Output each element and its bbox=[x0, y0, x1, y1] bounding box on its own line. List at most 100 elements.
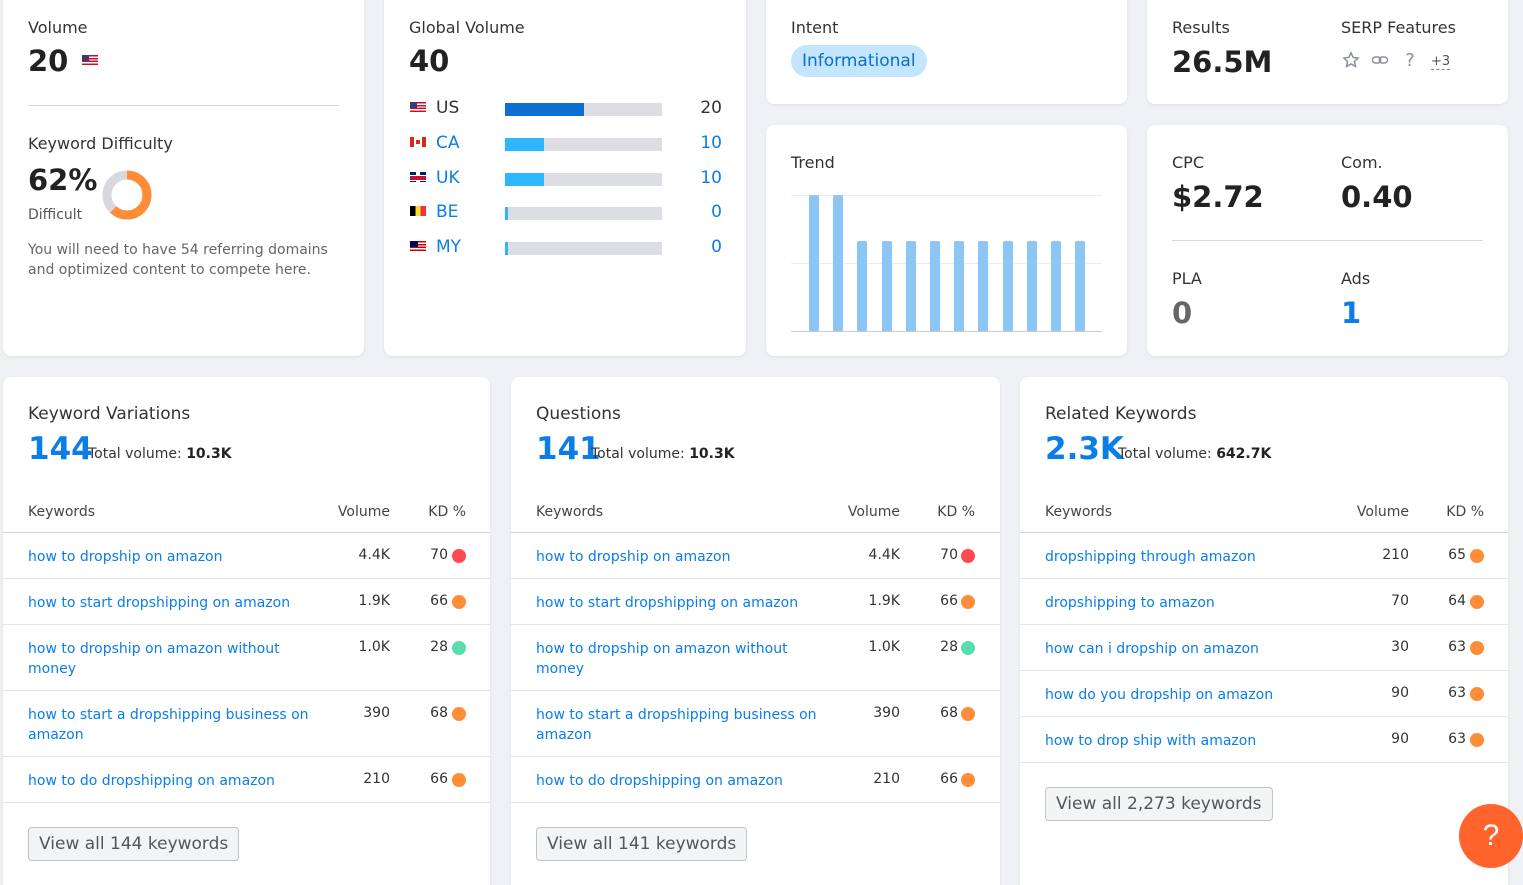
serp-more[interactable]: +3 bbox=[1431, 54, 1451, 70]
view-all-related-keywords-button[interactable]: View all 2,273 keywords bbox=[1045, 787, 1273, 821]
trend-label: Trend bbox=[791, 153, 835, 172]
keyword-link[interactable]: how to start a dropshipping business on … bbox=[536, 707, 817, 743]
keyword-volume: 1.9K bbox=[358, 593, 390, 609]
star-icon[interactable] bbox=[1341, 51, 1361, 71]
total-volume-label: Total volume: bbox=[591, 446, 685, 462]
trend-bar[interactable] bbox=[1003, 241, 1013, 331]
trend-bar[interactable] bbox=[978, 241, 988, 331]
country-volume-bar bbox=[505, 207, 662, 220]
keyword-kd: 28 bbox=[430, 639, 448, 655]
country-volume: 0 bbox=[711, 237, 722, 257]
country-row[interactable]: MY 0 bbox=[410, 237, 722, 257]
keyword-volume: 4.4K bbox=[358, 547, 390, 563]
table-row: how to start a dropshipping business on … bbox=[511, 691, 1000, 757]
table-row: how to start dropshipping on amazon 1.9K 6… bbox=[511, 579, 1000, 625]
trend-bar[interactable] bbox=[833, 195, 843, 331]
trend-bar[interactable] bbox=[1027, 241, 1037, 331]
trend-bar[interactable] bbox=[809, 195, 819, 331]
intent-badge[interactable]: Informational bbox=[791, 45, 927, 77]
ca-flag-icon bbox=[410, 137, 426, 147]
trend-bar[interactable] bbox=[882, 241, 892, 331]
country-code: CA bbox=[436, 133, 460, 153]
country-row[interactable]: CA 10 bbox=[410, 133, 722, 153]
keyword-link[interactable]: dropshipping to amazon bbox=[1045, 595, 1215, 611]
volume-value: 20 bbox=[28, 44, 99, 78]
col-volume[interactable]: Volume bbox=[847, 504, 900, 520]
keyword-volume: 210 bbox=[363, 771, 390, 787]
keyword-link[interactable]: how do you dropship on amazon bbox=[1045, 687, 1274, 703]
related-keywords-count[interactable]: 2.3K bbox=[1045, 431, 1124, 467]
trend-bar[interactable] bbox=[1075, 241, 1085, 331]
view-all-questions-button[interactable]: View all 141 keywords bbox=[536, 827, 748, 861]
keyword-link[interactable]: how to dropship on amazon bbox=[536, 549, 731, 565]
keyword-volume: 30 bbox=[1391, 639, 1409, 655]
volume-kd-card: Volume 20 Keyword Difficulty 62% Difficu… bbox=[3, 0, 364, 356]
questions-title: Questions bbox=[536, 404, 621, 424]
global-volume-card: Global Volume 40 US 20 CA 10 UK 10 BE 0 MY 0 bbox=[384, 0, 746, 356]
total-volume-value: 10.3K bbox=[689, 446, 735, 462]
divider bbox=[1172, 240, 1483, 241]
col-keywords[interactable]: Keywords bbox=[28, 504, 96, 520]
col-volume[interactable]: Volume bbox=[1356, 504, 1409, 520]
view-all-keyword-variations-button[interactable]: View all 144 keywords bbox=[28, 827, 240, 861]
intent-label: Intent bbox=[791, 18, 839, 37]
keyword-link[interactable]: how to start dropshipping on amazon bbox=[536, 595, 799, 611]
table-header: Keywords Volume KD % bbox=[1020, 497, 1508, 533]
keyword-link[interactable]: dropshipping through amazon bbox=[1045, 549, 1256, 565]
keyword-link[interactable]: how to start a dropshipping business on … bbox=[28, 707, 309, 743]
keyword-link[interactable]: how to dropship on amazon bbox=[28, 549, 223, 565]
kd-indicator-dot bbox=[961, 773, 975, 787]
country-volume: 10 bbox=[700, 133, 722, 153]
keyword-link[interactable]: how to do dropshipping on amazon bbox=[536, 773, 783, 789]
keyword-kd: 68 bbox=[940, 705, 958, 721]
trend-bar[interactable] bbox=[857, 241, 867, 331]
trend-bar[interactable] bbox=[906, 241, 916, 331]
keyword-kd: 63 bbox=[1448, 731, 1466, 747]
trend-bar[interactable] bbox=[954, 241, 964, 331]
keyword-kd: 28 bbox=[940, 639, 958, 655]
ads-value[interactable]: 1 bbox=[1341, 296, 1362, 330]
questions-count[interactable]: 141 bbox=[536, 431, 601, 467]
help-button[interactable]: ? bbox=[1459, 804, 1523, 868]
col-kd[interactable]: KD % bbox=[937, 504, 975, 520]
col-keywords[interactable]: Keywords bbox=[1045, 504, 1113, 520]
keyword-variations-title: Keyword Variations bbox=[28, 404, 191, 424]
total-volume-label: Total volume: bbox=[88, 446, 182, 462]
trend-bar[interactable] bbox=[1051, 241, 1061, 331]
trend-bar[interactable] bbox=[930, 241, 940, 331]
keyword-variations-count[interactable]: 144 bbox=[28, 431, 93, 467]
table-row: how do you dropship on amazon 90 63 bbox=[1020, 671, 1508, 717]
keyword-link[interactable]: how to dropship on amazon without money bbox=[536, 641, 788, 677]
keyword-kd: 64 bbox=[1448, 593, 1466, 609]
country-code: US bbox=[436, 98, 460, 118]
country-row[interactable]: US 20 bbox=[410, 98, 722, 118]
question-icon[interactable]: ? bbox=[1405, 50, 1415, 71]
trend-card: Trend bbox=[766, 125, 1127, 356]
country-row[interactable]: BE 0 bbox=[410, 202, 722, 222]
keyword-link[interactable]: how to dropship on amazon without money bbox=[28, 641, 280, 677]
col-keywords[interactable]: Keywords bbox=[536, 504, 604, 520]
col-kd[interactable]: KD % bbox=[428, 504, 466, 520]
kd-indicator-dot bbox=[1470, 549, 1484, 563]
kd-description-line1: You will need to have 54 referring domai… bbox=[28, 242, 328, 258]
keyword-volume: 390 bbox=[873, 705, 900, 721]
col-volume[interactable]: Volume bbox=[337, 504, 390, 520]
keyword-link[interactable]: how can i dropship on amazon bbox=[1045, 641, 1259, 657]
link-icon[interactable] bbox=[1370, 51, 1390, 71]
questions-total: Total volume: 10.3K bbox=[591, 446, 735, 462]
intent-card: Intent Informational bbox=[766, 0, 1127, 104]
table-row: how to dropship on amazon 4.4K 70 bbox=[511, 533, 1000, 579]
keyword-link[interactable]: how to drop ship with amazon bbox=[1045, 733, 1257, 749]
results-card: Results 26.5M SERP Features ? +3 bbox=[1147, 0, 1508, 104]
results-value: 26.5M bbox=[1172, 45, 1273, 79]
volume-number: 20 bbox=[28, 44, 69, 78]
pla-label: PLA bbox=[1172, 269, 1202, 288]
total-volume-label: Total volume: bbox=[1118, 446, 1212, 462]
keyword-link[interactable]: how to start dropshipping on amazon bbox=[28, 595, 291, 611]
country-volume-bar bbox=[505, 173, 662, 186]
keyword-link[interactable]: how to do dropshipping on amazon bbox=[28, 773, 275, 789]
country-row[interactable]: UK 10 bbox=[410, 168, 722, 188]
related-keywords-title: Related Keywords bbox=[1045, 404, 1197, 424]
col-kd[interactable]: KD % bbox=[1446, 504, 1484, 520]
country-volume-fill bbox=[505, 138, 544, 151]
